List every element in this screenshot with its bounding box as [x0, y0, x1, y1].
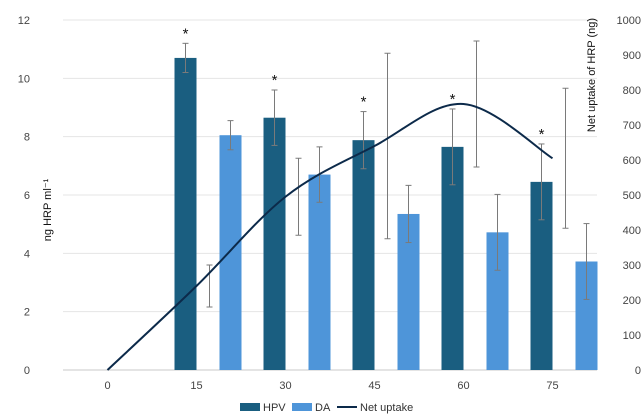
legend-swatch-da [292, 403, 312, 411]
right-tick-label: 500 [623, 190, 641, 202]
legend-label-net-uptake: Net uptake [360, 402, 413, 414]
net-uptake-line [106, 102, 554, 371]
significance-star: * [539, 126, 545, 143]
left-tick-label: 0 [24, 365, 30, 377]
right-tick-label: 100 [623, 330, 641, 342]
significance-star: * [450, 91, 456, 108]
right-tick-label: 300 [623, 260, 641, 272]
significance-markers: * * * * * [183, 25, 545, 143]
left-tick-label: 2 [24, 307, 30, 319]
x-tick-label: 75 [546, 380, 558, 392]
x-tick-label: 15 [190, 380, 202, 392]
right-tick-label: 800 [623, 85, 641, 97]
bar-hpv [263, 117, 286, 370]
right-axis-title: Net uptake of HRP (ng) [586, 18, 598, 132]
right-tick-label: 900 [623, 50, 641, 62]
bar-da [397, 213, 420, 370]
legend-label-hpv: HPV [263, 402, 286, 414]
x-tick-label: 30 [279, 380, 291, 392]
right-tick-label: 700 [623, 120, 641, 132]
right-tick-label: 600 [623, 155, 641, 167]
x-tick-label: 60 [457, 380, 469, 392]
x-axis-ticks: 0 15 30 45 60 75 [104, 380, 558, 392]
bar-hpv [174, 57, 197, 371]
bar-da [219, 135, 242, 370]
left-tick-label: 4 [24, 248, 30, 260]
error-bars [182, 40, 590, 308]
legend: HPV DA Net uptake [240, 402, 413, 414]
bar-series [174, 57, 598, 371]
bar-hpv [352, 140, 375, 370]
left-tick-label: 10 [18, 73, 30, 85]
bar-hpv [441, 146, 464, 370]
bar-da [575, 261, 598, 370]
right-tick-label: 1000 [617, 15, 641, 27]
bar-da [308, 174, 331, 370]
line-series [106, 102, 554, 371]
bar-hpv [530, 181, 553, 370]
right-tick-label: 400 [623, 225, 641, 237]
right-tick-label: 0 [635, 365, 641, 377]
left-axis-title: ng HRP ml⁻¹ [42, 178, 54, 241]
significance-star: * [361, 94, 367, 111]
significance-star: * [183, 25, 189, 42]
x-tick-label: 0 [104, 380, 110, 392]
left-tick-label: 8 [24, 132, 30, 144]
legend-swatch-hpv [240, 403, 260, 411]
significance-star: * [272, 72, 278, 89]
x-tick-label: 45 [368, 380, 380, 392]
legend-label-da: DA [315, 402, 331, 414]
right-tick-label: 200 [623, 295, 641, 307]
left-tick-label: 12 [18, 15, 30, 27]
left-tick-label: 6 [24, 190, 30, 202]
left-axis-ticks: 0 2 4 6 8 10 12 [18, 15, 30, 377]
right-axis-ticks: 0 100 200 300 400 500 600 700 800 900 1000 [617, 15, 641, 377]
bar-da [486, 232, 509, 370]
